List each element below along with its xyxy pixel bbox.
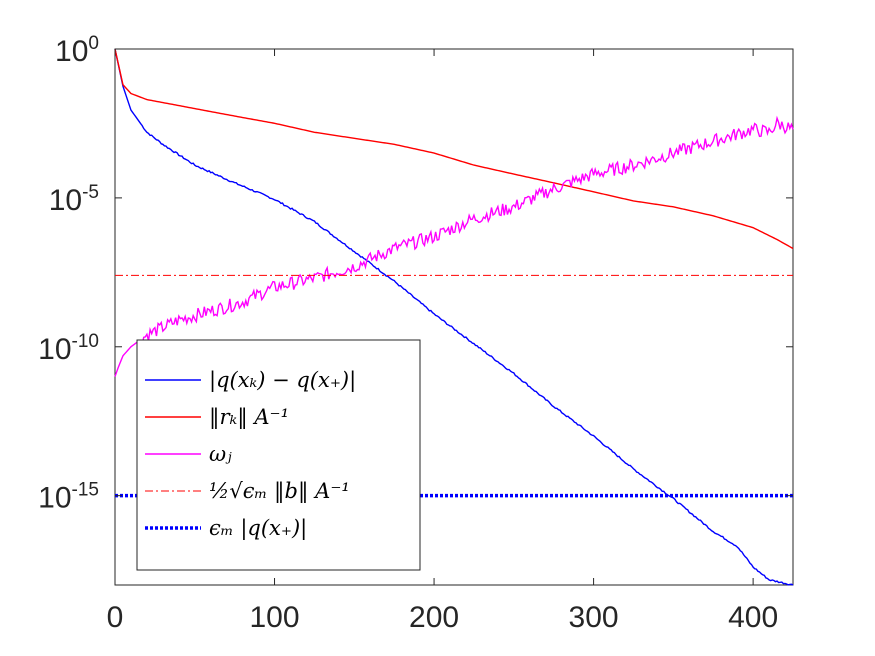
- legend-box: [136, 339, 421, 571]
- y-tick-label: 10-5: [49, 182, 99, 217]
- legend-label-1: ‖rₖ‖ A⁻¹: [209, 405, 289, 430]
- y-axis-ticks: 100 10-5 10-10 10-15: [38, 33, 793, 515]
- legend: |q(xₖ) − q(x₊)| ‖rₖ‖ A⁻¹ ωⱼ ½√ϵₘ ‖b‖ A⁻¹ ϵₘ …: [136, 339, 421, 571]
- x-tick-label: 300: [569, 601, 619, 634]
- y-tick-label: 10-10: [38, 331, 99, 366]
- legend-label-4: ϵₘ |q(x₊)|: [209, 516, 307, 541]
- legend-label-3: ½√ϵₘ ‖b‖ A⁻¹: [209, 479, 350, 504]
- series-line-0: [114, 48, 794, 586]
- series-line-1: [114, 48, 794, 250]
- x-axis-ticks: 0 100 200 300 400: [107, 49, 778, 634]
- series-line-2: [114, 115, 794, 377]
- legend-label-0: |q(xₖ) − q(x₊)|: [209, 368, 356, 393]
- x-tick-label: 100: [249, 601, 299, 634]
- x-tick-label: 400: [728, 601, 778, 634]
- x-tick-label: 200: [409, 601, 459, 634]
- legend-label-2: ωⱼ: [209, 442, 232, 466]
- y-tick-label: 10-15: [38, 480, 99, 515]
- x-tick-label: 0: [107, 601, 124, 634]
- y-tick-label: 100: [55, 33, 99, 68]
